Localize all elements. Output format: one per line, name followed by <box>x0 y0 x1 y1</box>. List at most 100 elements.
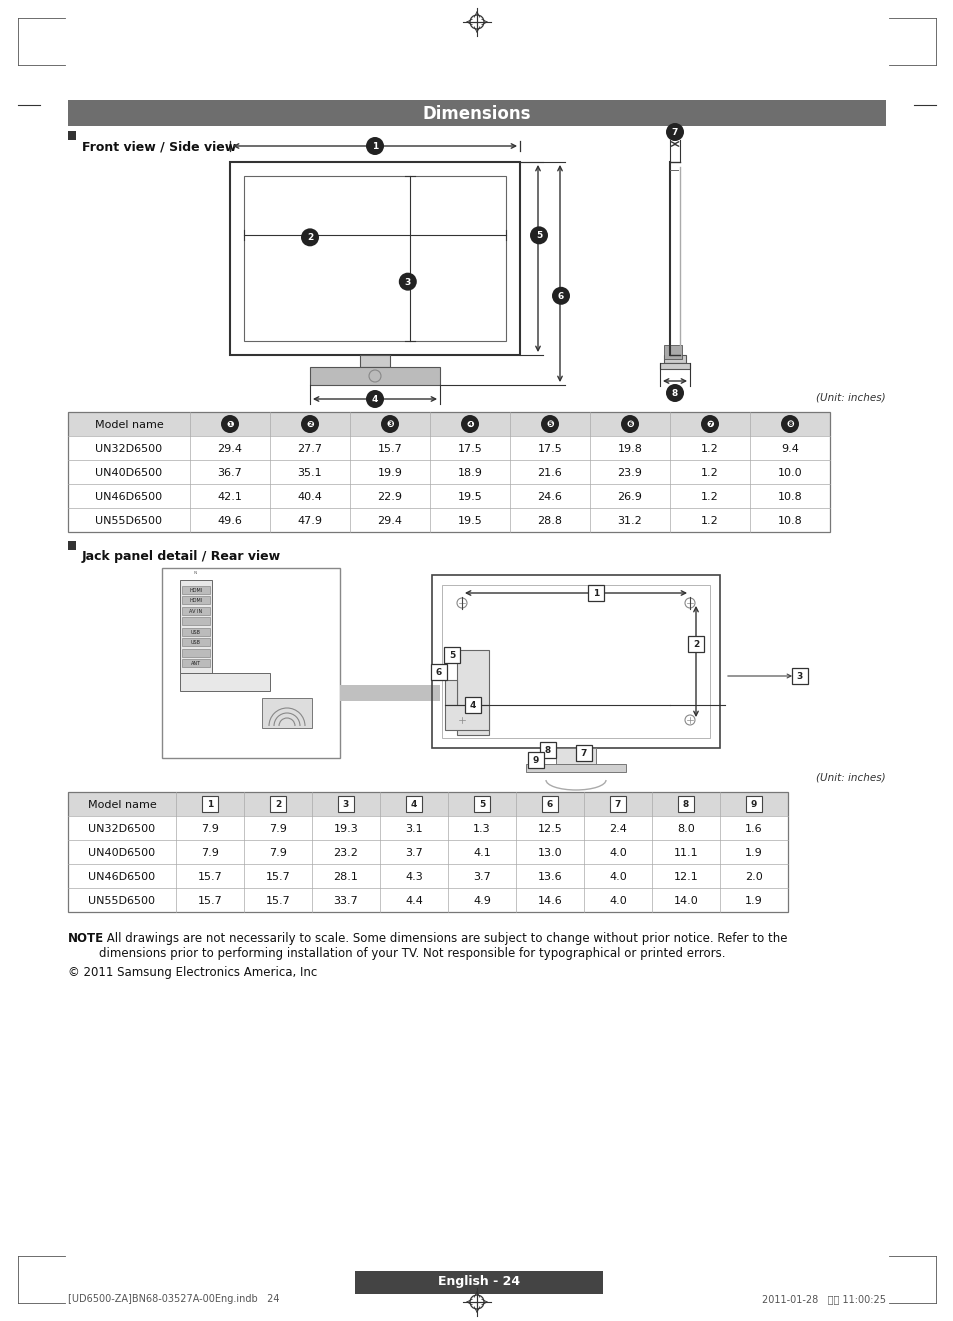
Text: NOTE: NOTE <box>68 933 104 945</box>
Bar <box>68 793 787 911</box>
Bar <box>576 745 592 761</box>
Bar <box>539 742 556 758</box>
Bar <box>182 627 210 635</box>
Bar <box>556 748 596 764</box>
Text: 2: 2 <box>307 234 313 242</box>
Bar <box>182 587 210 594</box>
Text: UN46D6500: UN46D6500 <box>89 872 155 882</box>
Bar <box>527 752 543 768</box>
Text: 8: 8 <box>682 801 688 808</box>
Bar <box>68 412 829 532</box>
Text: 1.2: 1.2 <box>700 444 719 454</box>
Bar <box>182 596 210 605</box>
Text: 1: 1 <box>592 589 598 598</box>
Text: 36.7: 36.7 <box>217 468 242 478</box>
Text: 6: 6 <box>558 292 563 301</box>
Bar <box>339 686 439 701</box>
Bar <box>443 647 459 663</box>
Text: UN46D6500: UN46D6500 <box>95 491 162 502</box>
Text: 7: 7 <box>614 801 620 808</box>
Text: 4: 4 <box>469 701 476 709</box>
Bar <box>745 797 761 812</box>
Text: 8: 8 <box>544 746 551 756</box>
Text: 28.1: 28.1 <box>334 872 358 882</box>
Circle shape <box>301 415 318 433</box>
Text: 33.7: 33.7 <box>334 896 358 906</box>
Text: 4.0: 4.0 <box>608 848 626 859</box>
Text: 18.9: 18.9 <box>457 468 482 478</box>
Text: (Unit: inches): (Unit: inches) <box>816 392 885 402</box>
Text: ❸: ❸ <box>386 420 394 429</box>
Text: 7.9: 7.9 <box>269 848 287 859</box>
Text: 19.5: 19.5 <box>457 517 482 526</box>
Text: UN40D6500: UN40D6500 <box>95 468 162 478</box>
Text: ❺: ❺ <box>546 420 554 429</box>
Text: 21.6: 21.6 <box>537 468 561 478</box>
Text: ❷: ❷ <box>306 420 314 429</box>
Bar <box>182 638 210 646</box>
Text: ❽: ❽ <box>785 420 793 429</box>
Bar <box>359 355 390 367</box>
Bar <box>182 617 210 625</box>
Text: 19.8: 19.8 <box>617 444 641 454</box>
Bar <box>587 585 603 601</box>
Bar <box>180 672 270 691</box>
Text: © 2011 Samsung Electronics America, Inc: © 2011 Samsung Electronics America, Inc <box>68 966 317 979</box>
Text: 49.6: 49.6 <box>217 517 242 526</box>
Bar <box>162 568 339 758</box>
Text: 4: 4 <box>372 395 377 404</box>
Bar <box>262 697 312 728</box>
Circle shape <box>460 415 478 433</box>
Text: 47.9: 47.9 <box>297 517 322 526</box>
Circle shape <box>380 415 398 433</box>
Text: 15.7: 15.7 <box>265 896 290 906</box>
Bar <box>68 542 76 550</box>
Text: 26.9: 26.9 <box>617 491 641 502</box>
Text: ❹: ❹ <box>466 420 474 429</box>
Bar <box>68 100 885 125</box>
Text: 10.8: 10.8 <box>777 491 801 502</box>
Text: 8: 8 <box>671 388 678 398</box>
Circle shape <box>366 390 384 408</box>
Text: 1.2: 1.2 <box>700 517 719 526</box>
Text: 5: 5 <box>478 801 485 808</box>
Text: 2: 2 <box>692 641 699 649</box>
Text: 31.2: 31.2 <box>617 517 641 526</box>
Text: 15.7: 15.7 <box>265 872 290 882</box>
Circle shape <box>665 384 683 402</box>
Text: 6: 6 <box>546 801 553 808</box>
Text: AV IN: AV IN <box>190 609 202 614</box>
Text: 35.1: 35.1 <box>297 468 322 478</box>
Text: 3: 3 <box>342 801 349 808</box>
Text: 13.6: 13.6 <box>537 872 561 882</box>
Text: 1.9: 1.9 <box>744 848 762 859</box>
Text: ❻: ❻ <box>625 420 633 429</box>
Text: 15.7: 15.7 <box>197 872 222 882</box>
Text: 12.5: 12.5 <box>537 824 561 834</box>
Text: 8.0: 8.0 <box>677 824 694 834</box>
Text: 15.7: 15.7 <box>197 896 222 906</box>
Text: 10.0: 10.0 <box>777 468 801 478</box>
Text: 4: 4 <box>411 801 416 808</box>
Circle shape <box>665 123 683 141</box>
Text: 28.8: 28.8 <box>537 517 562 526</box>
Bar <box>525 764 625 771</box>
Bar <box>678 797 693 812</box>
Bar <box>444 680 456 705</box>
Bar <box>180 580 212 672</box>
Text: 4.0: 4.0 <box>608 872 626 882</box>
Text: Front view / Side view: Front view / Side view <box>82 140 236 153</box>
Bar <box>464 697 480 713</box>
Text: UN32D6500: UN32D6500 <box>95 444 162 454</box>
Bar <box>182 649 210 657</box>
Text: 1.6: 1.6 <box>744 824 762 834</box>
Text: UN55D6500: UN55D6500 <box>89 896 155 906</box>
Text: 23.2: 23.2 <box>334 848 358 859</box>
Bar <box>68 131 76 140</box>
Bar <box>444 705 489 731</box>
Text: 4.4: 4.4 <box>405 896 422 906</box>
Circle shape <box>620 415 639 433</box>
Bar <box>541 797 558 812</box>
Text: Model name: Model name <box>94 420 163 431</box>
Bar <box>441 585 709 738</box>
